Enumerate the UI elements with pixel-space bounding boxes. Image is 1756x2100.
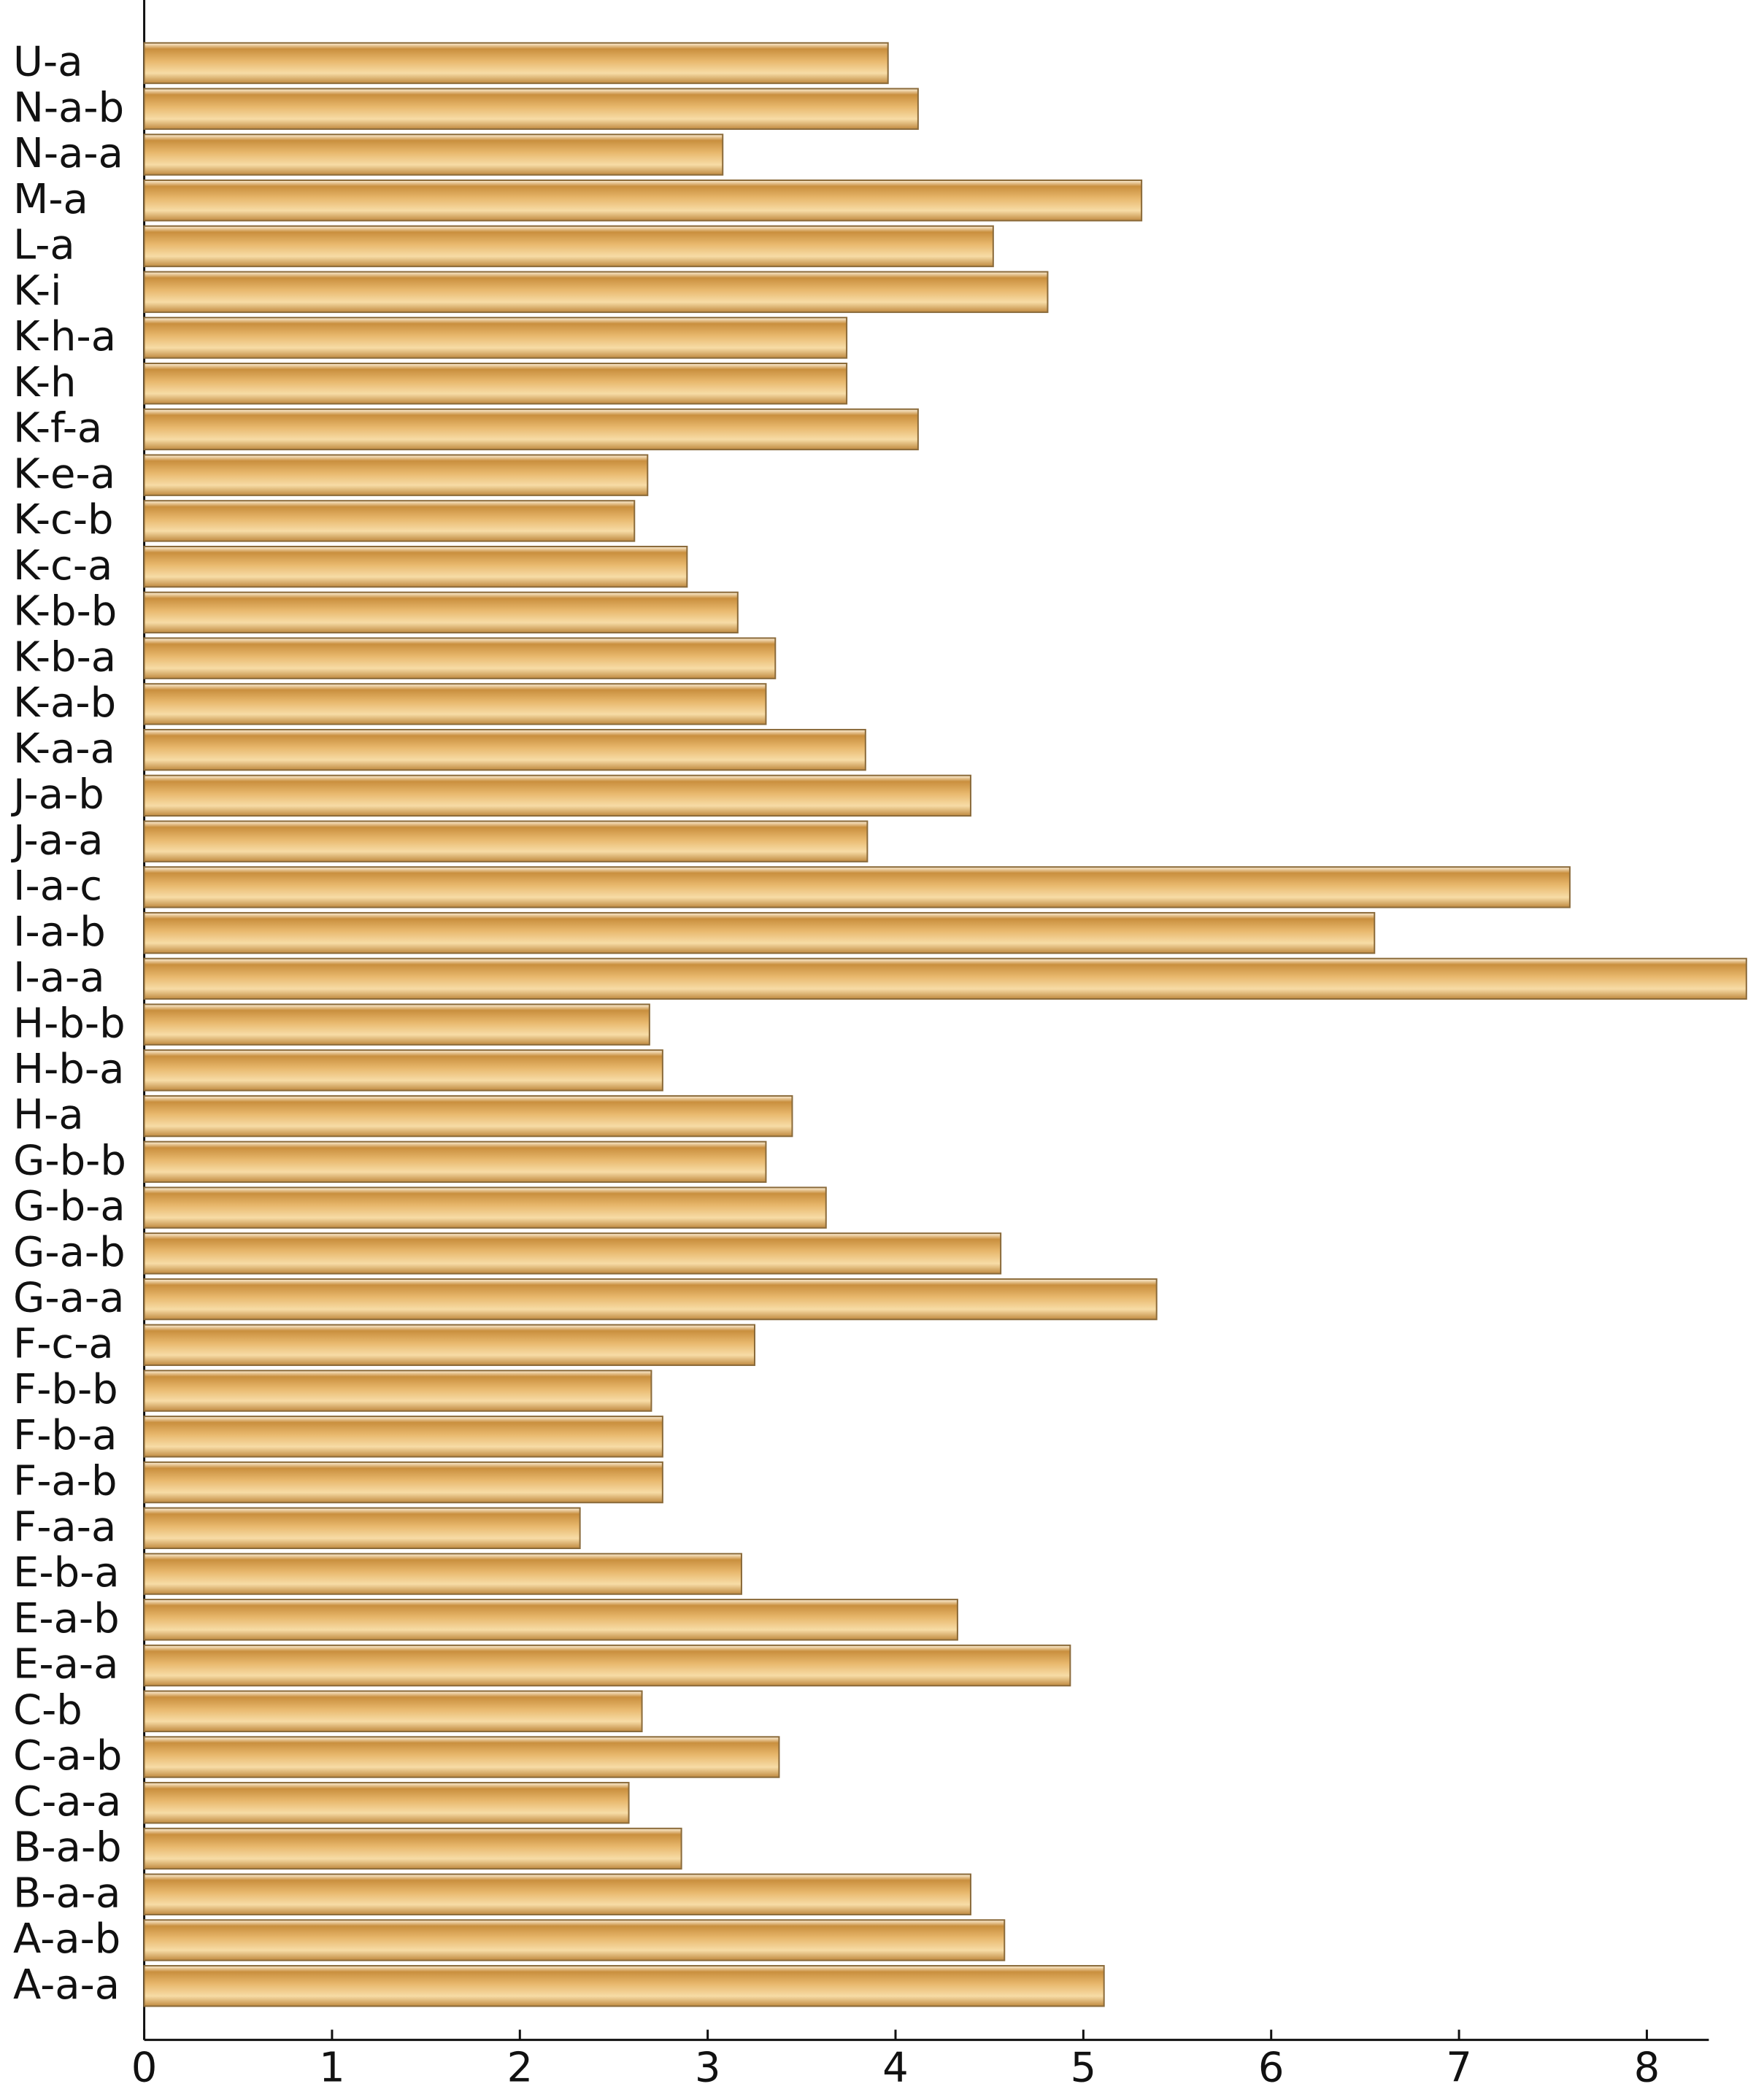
bar xyxy=(143,911,1376,954)
y-tick-label: F-c-a xyxy=(13,1320,114,1367)
bar xyxy=(143,134,724,176)
bar xyxy=(143,500,636,542)
y-tick-label: K-b-b xyxy=(13,588,117,636)
x-tick-label: 7 xyxy=(1446,2045,1472,2092)
y-tick-label: K-c-a xyxy=(13,542,112,590)
bar xyxy=(143,1461,663,1504)
bar xyxy=(143,1782,630,1824)
y-tick-label: H-b-a xyxy=(13,1046,124,1093)
y-tick-label: G-a-b xyxy=(13,1229,126,1276)
bar xyxy=(143,1873,971,1915)
bar xyxy=(143,1140,767,1184)
bar xyxy=(143,1370,652,1412)
y-tick-label: I-a-c xyxy=(13,862,102,910)
y-tick-label: F-b-a xyxy=(13,1412,118,1459)
y-tick-label: U-a xyxy=(13,39,83,86)
y-tick-label: N-a-b xyxy=(13,84,124,131)
y-tick-label: E-a-a xyxy=(13,1641,118,1688)
y-tick-label: K-e-a xyxy=(13,450,115,498)
bar xyxy=(143,88,919,130)
y-tick-label: K-a-b xyxy=(13,679,116,727)
y-tick-label: F-a-a xyxy=(13,1503,116,1551)
bar xyxy=(143,1965,1105,2007)
x-tick-label: 0 xyxy=(131,2045,158,2092)
bar xyxy=(143,1186,827,1229)
bar xyxy=(143,866,1571,908)
y-tick-label: K-i xyxy=(13,267,62,314)
bar xyxy=(143,1553,742,1595)
bar xyxy=(143,271,1049,313)
bar xyxy=(143,1690,643,1732)
bar xyxy=(143,317,848,359)
y-tick-label: A-a-a xyxy=(13,1961,120,2009)
x-tick-label: 2 xyxy=(507,2045,533,2092)
y-tick-label: L-a xyxy=(13,222,75,269)
bar xyxy=(143,545,688,588)
y-tick-label: J-a-a xyxy=(11,817,104,864)
y-tick-label: B-a-a xyxy=(13,1869,120,1917)
y-tick-label: G-b-b xyxy=(13,1137,126,1184)
bar xyxy=(143,820,869,862)
bar xyxy=(143,591,739,634)
x-tick-label: 1 xyxy=(319,2045,345,2092)
x-tick-label: 6 xyxy=(1258,2045,1285,2092)
y-tick-label: K-c-b xyxy=(13,496,114,544)
bar xyxy=(143,363,848,405)
y-tick-label: C-a-a xyxy=(13,1778,121,1826)
bar xyxy=(143,774,971,817)
y-tick-label: K-f-a xyxy=(13,405,102,452)
bar xyxy=(143,1278,1158,1321)
y-tick-label: A-a-b xyxy=(13,1915,120,1963)
y-tick-label: I-a-b xyxy=(13,908,106,956)
y-tick-label: H-a xyxy=(13,1092,84,1139)
bar xyxy=(143,225,994,268)
y-tick-label: M-a xyxy=(13,176,88,223)
y-tick-label: B-a-b xyxy=(13,1824,122,1872)
bar xyxy=(143,179,1143,222)
bar xyxy=(143,42,889,85)
y-tick-label: K-a-a xyxy=(13,725,115,773)
bar xyxy=(143,728,866,771)
bar xyxy=(143,1827,682,1870)
bar xyxy=(143,957,1747,1000)
y-tick-label: N-a-a xyxy=(13,130,123,177)
bar xyxy=(143,1507,581,1549)
y-tick-label: K-h-a xyxy=(13,313,116,360)
y-tick-label: K-b-a xyxy=(13,633,116,681)
y-tick-label: G-a-a xyxy=(13,1275,124,1322)
y-tick-label: F-b-b xyxy=(13,1366,118,1413)
bar xyxy=(143,1644,1071,1687)
bar xyxy=(143,454,649,496)
bar xyxy=(143,637,777,679)
bar xyxy=(143,1095,793,1138)
bar xyxy=(143,1599,958,1641)
bar xyxy=(143,1232,1002,1275)
x-tick-label: 5 xyxy=(1071,2045,1097,2092)
bar xyxy=(143,1324,755,1367)
y-tick-label: K-h xyxy=(13,359,77,406)
y-tick-label: C-a-b xyxy=(13,1732,122,1780)
bar xyxy=(143,408,919,451)
y-tick-label: I-a-a xyxy=(13,954,105,1002)
y-tick-label: F-a-b xyxy=(13,1458,118,1505)
bar xyxy=(143,1003,650,1046)
y-tick-label: H-b-b xyxy=(13,1000,126,1047)
bar xyxy=(143,1049,663,1092)
x-tick-label: 8 xyxy=(1634,2045,1660,2092)
x-tick-label: 3 xyxy=(695,2045,721,2092)
y-tick-label: G-b-a xyxy=(13,1183,126,1230)
y-tick-label: J-a-b xyxy=(11,771,104,819)
bar xyxy=(143,1919,1006,1961)
y-tick-label: E-a-b xyxy=(13,1595,120,1642)
x-tick-label: 4 xyxy=(882,2045,909,2092)
bar xyxy=(143,1416,663,1458)
bar xyxy=(143,1736,780,1778)
y-tick-label: E-b-a xyxy=(13,1549,120,1597)
y-tick-label: C-b xyxy=(13,1686,82,1734)
bar xyxy=(143,683,767,725)
